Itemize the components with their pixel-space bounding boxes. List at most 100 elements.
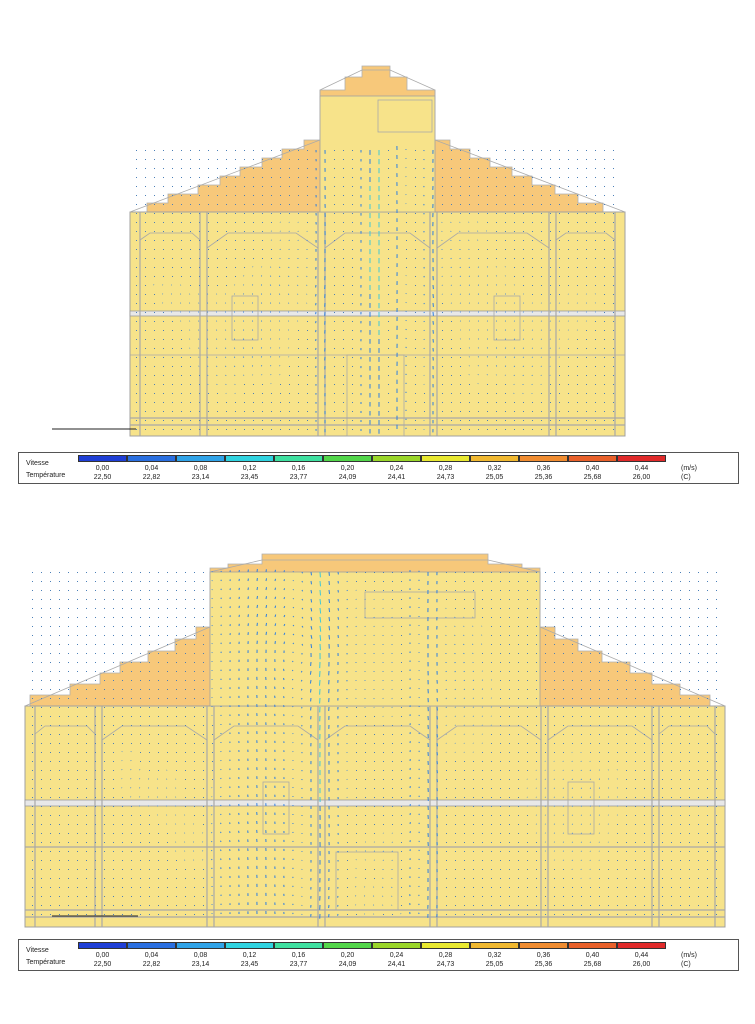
velocity-dot bbox=[680, 833, 681, 834]
velocity-dot bbox=[707, 815, 708, 816]
velocity-dot bbox=[181, 330, 182, 331]
velocity-dot bbox=[262, 429, 263, 430]
velocity-dot bbox=[32, 752, 33, 753]
velocity-dot bbox=[167, 896, 168, 897]
velocity-dot bbox=[41, 590, 42, 591]
velocity-dot bbox=[158, 617, 159, 618]
velocity-dot bbox=[167, 626, 168, 627]
speed-value: 0,24 bbox=[389, 952, 404, 959]
velocity-dot bbox=[41, 815, 42, 816]
velocity-dot bbox=[131, 626, 132, 627]
velocity-dot bbox=[136, 159, 137, 160]
velocity-dot bbox=[77, 869, 78, 870]
velocity-dot bbox=[671, 644, 672, 645]
velocity-dot bbox=[698, 662, 699, 663]
color-swatch bbox=[372, 942, 421, 949]
speed-value: 0,04 bbox=[144, 952, 159, 959]
velocity-dot bbox=[577, 429, 578, 430]
velocity-dot bbox=[343, 348, 344, 349]
velocity-dot bbox=[217, 186, 218, 187]
velocity-dot bbox=[185, 671, 186, 672]
velocity-dot bbox=[136, 186, 137, 187]
velocity-dot bbox=[608, 590, 609, 591]
velocity-dot bbox=[491, 734, 492, 735]
velocity-dot bbox=[689, 878, 690, 879]
velocity-dot bbox=[172, 231, 173, 232]
velocity-dot bbox=[424, 402, 425, 403]
velocity-dot bbox=[518, 689, 519, 690]
velocity-dot bbox=[374, 761, 375, 762]
velocity-dot bbox=[181, 393, 182, 394]
velocity-dot bbox=[586, 375, 587, 376]
velocity-vector bbox=[210, 840, 213, 843]
velocity-dot bbox=[644, 608, 645, 609]
velocity-dot bbox=[599, 707, 600, 708]
velocity-dot bbox=[190, 276, 191, 277]
velocity-dot bbox=[455, 806, 456, 807]
velocity-dot bbox=[500, 590, 501, 591]
velocity-dot bbox=[464, 608, 465, 609]
velocity-dot bbox=[451, 159, 452, 160]
velocity-vector bbox=[454, 724, 456, 726]
velocity-dot bbox=[595, 384, 596, 385]
velocity-dot bbox=[176, 608, 177, 609]
velocity-dot bbox=[707, 842, 708, 843]
velocity-dot bbox=[559, 195, 560, 196]
velocity-dot bbox=[392, 734, 393, 735]
velocity-dot bbox=[617, 752, 618, 753]
velocity-dot bbox=[113, 716, 114, 717]
velocity-dot bbox=[185, 590, 186, 591]
velocity-dot bbox=[401, 662, 402, 663]
velocity-dot bbox=[190, 285, 191, 286]
velocity-dot bbox=[455, 905, 456, 906]
velocity-dot bbox=[559, 258, 560, 259]
velocity-dot bbox=[689, 716, 690, 717]
velocity-dot bbox=[662, 905, 663, 906]
velocity-dot bbox=[662, 842, 663, 843]
velocity-dot bbox=[145, 420, 146, 421]
velocity-dot bbox=[280, 204, 281, 205]
velocity-dot bbox=[550, 420, 551, 421]
velocity-dot bbox=[163, 240, 164, 241]
velocity-dot bbox=[154, 240, 155, 241]
velocity-dot bbox=[334, 195, 335, 196]
velocity-dot bbox=[32, 815, 33, 816]
velocity-dot bbox=[707, 617, 708, 618]
velocity-dot bbox=[680, 851, 681, 852]
velocity-dot bbox=[59, 644, 60, 645]
velocity-dot bbox=[644, 725, 645, 726]
velocity-dot bbox=[280, 393, 281, 394]
velocity-dot bbox=[509, 779, 510, 780]
velocity-dot bbox=[532, 159, 533, 160]
velocity-dot bbox=[491, 581, 492, 582]
velocity-dot bbox=[689, 860, 690, 861]
velocity-dot bbox=[185, 626, 186, 627]
velocity-dot bbox=[455, 824, 456, 825]
velocity-dot bbox=[298, 357, 299, 358]
velocity-dot bbox=[689, 914, 690, 915]
velocity-dot bbox=[401, 671, 402, 672]
velocity-dot bbox=[158, 689, 159, 690]
velocity-dot bbox=[50, 590, 51, 591]
velocity-dot bbox=[662, 797, 663, 798]
velocity-dot bbox=[487, 186, 488, 187]
velocity-dot bbox=[442, 312, 443, 313]
velocity-dot bbox=[563, 572, 564, 573]
velocity-dot bbox=[581, 635, 582, 636]
velocity-vector bbox=[562, 778, 564, 780]
velocity-dot bbox=[608, 707, 609, 708]
velocity-vector bbox=[463, 733, 465, 735]
velocity-dot bbox=[41, 707, 42, 708]
velocity-dot bbox=[559, 294, 560, 295]
velocity-dot bbox=[518, 581, 519, 582]
speed-values: 0,00 0,04 0,08 0,12 0,16 0,20 0,24 0,28 … bbox=[78, 465, 666, 472]
velocity-dot bbox=[518, 788, 519, 789]
velocity-dot bbox=[491, 761, 492, 762]
velocity-dot bbox=[104, 851, 105, 852]
velocity-dot bbox=[716, 590, 717, 591]
velocity-dot bbox=[451, 375, 452, 376]
velocity-dot bbox=[707, 887, 708, 888]
velocity-dot bbox=[509, 698, 510, 699]
velocity-dot bbox=[86, 824, 87, 825]
velocity-dot bbox=[680, 662, 681, 663]
